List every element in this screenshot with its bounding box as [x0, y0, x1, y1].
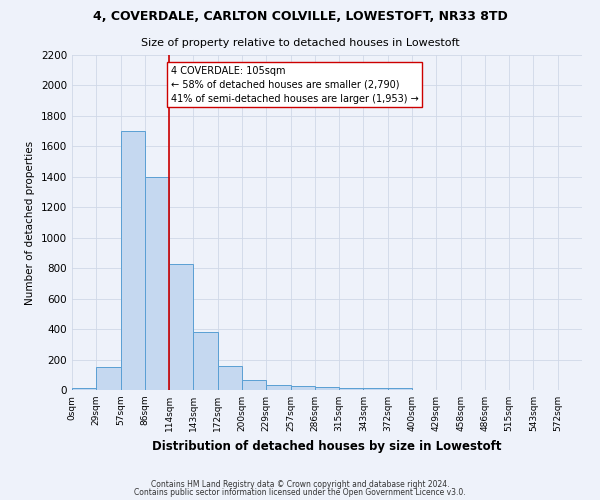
Text: Size of property relative to detached houses in Lowestoft: Size of property relative to detached ho…	[140, 38, 460, 48]
Bar	[121, 131, 145, 390]
Bar	[193, 332, 218, 390]
Text: 4, COVERDALE, CARLTON COLVILLE, LOWESTOFT, NR33 8TD: 4, COVERDALE, CARLTON COLVILLE, LOWESTOF…	[92, 10, 508, 23]
Bar	[145, 177, 169, 390]
Text: Contains public sector information licensed under the Open Government Licence v3: Contains public sector information licen…	[134, 488, 466, 497]
Bar	[364, 388, 388, 390]
Bar	[315, 387, 339, 390]
Bar	[242, 380, 266, 390]
Y-axis label: Number of detached properties: Number of detached properties	[25, 140, 35, 304]
Bar	[266, 384, 290, 390]
Bar	[72, 388, 96, 390]
Bar	[290, 386, 315, 390]
Text: 4 COVERDALE: 105sqm
← 58% of detached houses are smaller (2,790)
41% of semi-det: 4 COVERDALE: 105sqm ← 58% of detached ho…	[171, 66, 419, 104]
Bar	[339, 388, 364, 390]
X-axis label: Distribution of detached houses by size in Lowestoft: Distribution of detached houses by size …	[152, 440, 502, 452]
Bar	[218, 366, 242, 390]
Bar	[169, 264, 193, 390]
Bar	[96, 367, 121, 390]
Text: Contains HM Land Registry data © Crown copyright and database right 2024.: Contains HM Land Registry data © Crown c…	[151, 480, 449, 489]
Bar	[388, 388, 412, 390]
